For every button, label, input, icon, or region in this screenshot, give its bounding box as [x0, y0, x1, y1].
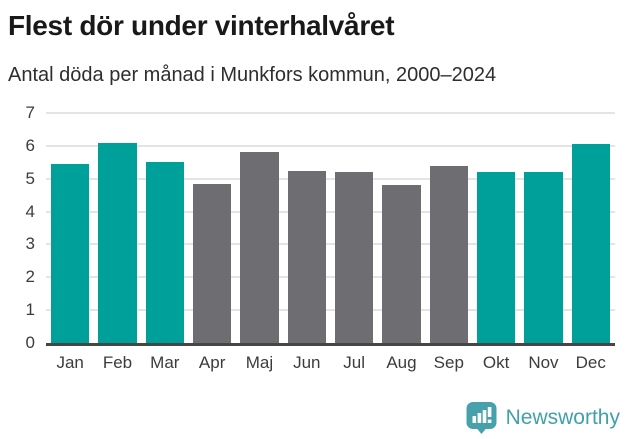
gridline-7 — [46, 112, 615, 114]
gridline-4 — [46, 210, 615, 213]
page-subtitle: Antal döda per månad i Munkfors kommun, … — [8, 64, 497, 86]
x-axis-labels: Jan Feb Mar Apr Maj Jun Jul Aug Sep Okt Nov Dec — [46, 353, 615, 373]
newsworthy-brand[interactable]: Newsworthy — [466, 401, 620, 434]
x-axis-label-okt: Okt — [482, 353, 510, 372]
x-axis-label-jun: Jun — [293, 353, 321, 372]
gridline-3 — [46, 243, 615, 246]
bar-maj — [240, 152, 279, 343]
bar-jan — [51, 163, 90, 343]
x-axis-label-maj: Maj — [245, 353, 274, 372]
x-axis-label-jul: Jul — [343, 353, 365, 372]
bar-apr — [192, 183, 232, 343]
x-axis-label-nov: Nov — [528, 353, 559, 372]
y-axis-tick-0: 0 — [25, 333, 35, 352]
plot-area: 0 1 2 3 4 5 6 7 — [26, 103, 615, 352]
gridline-6 — [46, 144, 615, 147]
bar-sep — [429, 165, 468, 343]
x-axis-label-feb: Feb — [102, 353, 133, 372]
x-axis-label-sep: Sep — [433, 353, 464, 372]
bar-mar — [145, 162, 184, 343]
bar-jun — [287, 170, 326, 343]
bar-chart-speech-bubble-icon — [466, 402, 497, 434]
bar-dec — [571, 144, 610, 343]
bar-jul — [334, 172, 374, 343]
page-title: Flest dör under vinterhalvåret — [8, 10, 395, 41]
gridline-2 — [46, 276, 615, 279]
y-axis-tick-7: 7 — [25, 103, 35, 122]
x-axis-label-jan: Jan — [56, 353, 84, 372]
y-axis-tick-5: 5 — [25, 168, 35, 188]
x-axis-label-aug: Aug — [386, 353, 417, 372]
bars-container — [46, 113, 615, 343]
y-axis-tick-4: 4 — [25, 201, 35, 221]
bar-okt — [476, 172, 516, 343]
x-axis-label-apr: Apr — [198, 353, 226, 372]
y-axis-tick-1: 1 — [25, 300, 35, 320]
bar-nov — [524, 172, 563, 343]
brand-name: Newsworthy — [505, 405, 620, 429]
bar-chart: 0 1 2 3 4 5 6 7 Jan Feb Mar Apr Maj Jun Jul Aug Sep Okt N… — [8, 103, 623, 373]
bar-aug — [382, 185, 421, 343]
x-axis-label-dec: Dec — [575, 353, 606, 372]
y-axis-tick-2: 2 — [25, 267, 35, 287]
x-axis-label-mar: Mar — [150, 353, 180, 372]
bar-feb — [98, 142, 137, 343]
y-axis-tick-3: 3 — [25, 234, 35, 254]
gridline-1 — [46, 309, 615, 312]
gridline-5 — [46, 177, 615, 180]
y-axis-tick-6: 6 — [25, 135, 35, 155]
